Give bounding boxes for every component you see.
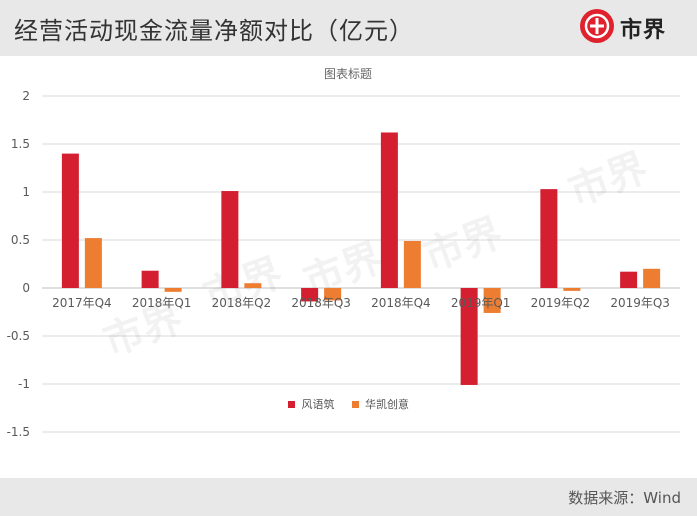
logo-text: 市界 [620, 18, 667, 43]
x-category-label: 2018年Q4 [371, 296, 431, 310]
x-category-label: 2018年Q1 [132, 296, 192, 310]
brand-logo: 市界 [580, 9, 690, 45]
watermark-text: 市界 [418, 210, 509, 281]
footer-bar: 数据来源：Wind [0, 478, 697, 516]
bar-series1 [141, 270, 159, 288]
bar-series1 [460, 288, 478, 385]
bar-series1 [540, 189, 558, 288]
bar-series2 [324, 288, 342, 301]
x-category-label: 2017年Q4 [52, 296, 112, 310]
x-category-label: 2019年Q1 [451, 296, 511, 310]
bar-series2 [403, 240, 421, 288]
bar-series1 [61, 153, 79, 288]
x-category-label: 2019年Q2 [531, 296, 591, 310]
source-note: 数据来源：Wind [568, 489, 681, 507]
bar-series1 [221, 191, 239, 288]
watermark-text: 市界 [563, 145, 654, 216]
legend-label-series1: 风语筑 [301, 398, 335, 411]
x-category-label: 2018年Q3 [291, 296, 351, 310]
legend-item-series2: 华凯创意 [351, 396, 410, 412]
legend-item-series1: 风语筑 [287, 396, 335, 412]
bar-series2 [483, 288, 501, 313]
bar-series2 [84, 238, 102, 288]
y-tick-label: 0 [22, 281, 30, 295]
chart-legend: 风语筑 华凯创意 [0, 392, 697, 412]
legend-label-series2: 华凯创意 [365, 398, 410, 411]
legend-swatch-series2 [351, 400, 359, 408]
bar-series1 [301, 288, 319, 302]
y-tick-label: 2 [22, 89, 30, 103]
x-category-label: 2018年Q2 [212, 296, 272, 310]
bar-series2 [244, 283, 262, 288]
bar-series2 [563, 288, 581, 291]
header-bar: 经营活动现金流量净额对比（亿元） 市界 [0, 0, 697, 56]
y-tick-label: 0.5 [11, 233, 30, 247]
legend-swatch-series1 [287, 400, 295, 408]
y-tick-label: 1 [22, 185, 30, 199]
page-title: 经营活动现金流量净额对比（亿元） [14, 17, 414, 45]
bar-series1 [620, 271, 638, 288]
bar-series2 [164, 288, 182, 292]
chart-title: 图表标题 [324, 67, 372, 81]
y-tick-label: -1.5 [7, 425, 30, 439]
y-tick-label: -0.5 [7, 329, 30, 343]
bar-series1 [380, 132, 398, 288]
x-category-label: 2019年Q3 [610, 296, 670, 310]
y-tick-label: 1.5 [11, 137, 30, 151]
y-tick-label: -1 [18, 377, 30, 391]
logo-icon [580, 9, 614, 43]
bar-series2 [643, 268, 661, 288]
